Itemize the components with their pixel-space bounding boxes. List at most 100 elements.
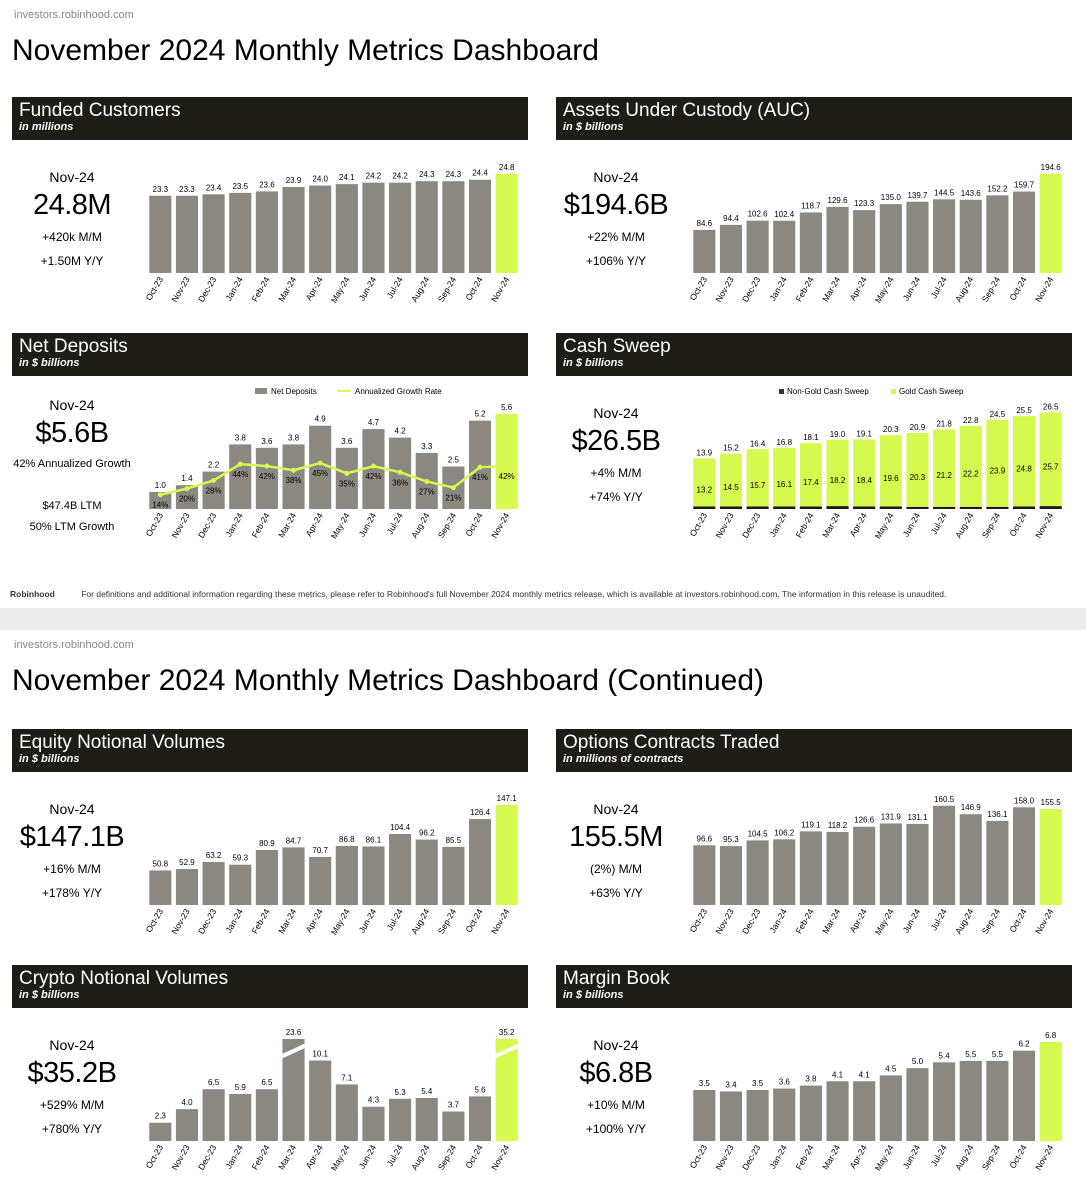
x-tick-label: Mar-24 <box>276 511 298 540</box>
bar-non-gold-cash-sweep <box>986 506 1009 509</box>
bar-value-label: 146.9 <box>961 803 982 812</box>
panel-header: Net Deposits in $ billions <box>12 333 528 376</box>
stat-mom: +4% M/M <box>590 466 642 480</box>
bar <box>1039 808 1062 905</box>
bar <box>175 195 199 273</box>
growth-rate-label: 42% <box>499 472 515 481</box>
x-tick-label: Jun-24 <box>901 511 923 539</box>
bar <box>309 1060 332 1141</box>
bar <box>746 840 769 905</box>
x-tick-label: Jan-24 <box>223 907 245 935</box>
bar-non-gold-cash-sweep <box>826 506 849 509</box>
x-tick-label: May-24 <box>329 1143 352 1173</box>
x-tick-label: Oct-23 <box>144 275 166 302</box>
bar-gold-label: 13.2 <box>697 485 713 494</box>
bar-non-gold-cash-sweep <box>853 506 876 509</box>
x-tick-label: Oct-24 <box>463 275 485 302</box>
bar <box>175 1109 199 1141</box>
x-tick-label: Nov-23 <box>169 275 191 304</box>
growth-rate-point <box>397 469 403 475</box>
bar-gold-label: 20.3 <box>910 473 926 482</box>
bar-gold-cash-sweep <box>773 447 796 507</box>
stat-value: $5.6B <box>35 417 109 449</box>
bar-value-label: 24.3 <box>446 170 462 179</box>
bar <box>149 870 172 905</box>
net-deposits-chart: Net Deposits Annualized Growth Rate 1.0 1.4… <box>144 387 518 541</box>
stat-value: 24.8M <box>32 189 112 221</box>
bar <box>442 1111 465 1141</box>
bar-value-label: 85.5 <box>446 836 462 845</box>
bar-value-label: 5.5 <box>992 1050 1004 1059</box>
bar-gold-label: 19.6 <box>883 474 899 483</box>
stat-value: $35.2B <box>27 1057 117 1089</box>
stat-mom: +420k M/M <box>42 230 102 244</box>
bar-total-label: 20.9 <box>910 423 926 432</box>
bar-value-label: 160.5 <box>934 795 955 804</box>
x-tick-label: Apr-24 <box>303 275 325 302</box>
stat-block: Nov-24 $26.5B +4% M/M +74% Y/Y <box>556 405 676 504</box>
bar <box>799 1085 822 1141</box>
x-tick-label: Mar-24 <box>276 275 298 304</box>
growth-rate-point <box>370 463 376 469</box>
legend-swatch-gold <box>891 389 896 394</box>
stat-period: Nov-24 <box>593 405 639 421</box>
stat-period: Nov-24 <box>49 169 95 185</box>
bar <box>719 1091 743 1141</box>
bar-value-label: 3.8 <box>288 433 300 442</box>
panel-title: Net Deposits <box>19 336 128 357</box>
bar-value-label: 123.3 <box>854 199 875 208</box>
bar <box>773 220 796 273</box>
growth-rate-point <box>424 478 430 484</box>
bar <box>468 179 492 273</box>
auc-chart: 84.6 94.4 102.6 102.4 118.7 129.6 123.3 135.0 13… <box>688 163 1062 305</box>
x-tick-label: Dec-23 <box>196 1143 218 1172</box>
bar <box>693 1090 716 1141</box>
bar <box>773 1088 796 1141</box>
bar-gold-label: 16.1 <box>776 480 792 489</box>
bar-total-label: 24.5 <box>990 410 1006 419</box>
growth-rate-point <box>237 461 243 467</box>
x-tick-label: Dec-23 <box>740 1143 762 1172</box>
stat-annualized-growth: 42% Annualized Growth <box>13 458 131 470</box>
bar-value-label: 119.1 <box>801 820 821 829</box>
x-tick-label: Dec-23 <box>196 511 218 540</box>
page-2: investors.robinhood.com November 2024 Mo… <box>0 630 1086 1200</box>
bar-gold-cash-sweep <box>906 432 929 507</box>
x-tick-label: Aug-24 <box>409 907 432 936</box>
bar <box>693 229 716 273</box>
bar-value-label: 24.2 <box>392 172 408 181</box>
bar-value-label: 10.1 <box>312 1050 328 1059</box>
bar-value-label: 23.4 <box>206 183 222 192</box>
bar <box>906 1068 929 1141</box>
bar-value-label: 5.0 <box>912 1057 924 1066</box>
legend-swatch-bars <box>255 388 267 394</box>
bar-value-label: 4.5 <box>885 1064 897 1073</box>
growth-rate-point <box>291 467 297 473</box>
x-tick-label: Nov-24 <box>1033 511 1055 540</box>
bar <box>746 1090 769 1141</box>
x-tick-label: Apr-24 <box>303 1143 325 1170</box>
stat-mom: +16% M/M <box>43 862 101 876</box>
bar-value-label: 94.4 <box>723 214 739 223</box>
crypto-volumes-panel: Crypto Notional Volumes in $ billions No… <box>12 965 528 1195</box>
x-tick-label: Feb-24 <box>793 511 815 540</box>
stat-yoy: +1.50M Y/Y <box>40 254 104 268</box>
bar-gold-label: 21.2 <box>936 471 952 480</box>
bar-total-label: 20.3 <box>883 425 899 434</box>
bar-value-label: 5.4 <box>939 1051 951 1060</box>
x-tick-label: Apr-24 <box>847 275 869 302</box>
panel-subtitle: in $ billions <box>563 989 624 1001</box>
bar <box>335 845 358 905</box>
bar <box>1012 807 1036 905</box>
x-tick-label: Feb-24 <box>793 1143 815 1172</box>
bar-value-label: 6.5 <box>208 1078 220 1087</box>
growth-rate-label: 42% <box>259 472 275 481</box>
x-tick-label: Nov-24 <box>489 275 511 304</box>
bar-non-gold-cash-sweep <box>693 506 716 509</box>
bar-value-label: 152.2 <box>987 184 1008 193</box>
bar <box>826 1081 849 1141</box>
x-tick-label: Jul-24 <box>385 511 405 536</box>
funded-customers-panel: Funded Customers in millions Nov-24 24.8… <box>12 97 528 327</box>
bar-gold-cash-sweep <box>1039 412 1062 507</box>
bar <box>906 823 929 905</box>
